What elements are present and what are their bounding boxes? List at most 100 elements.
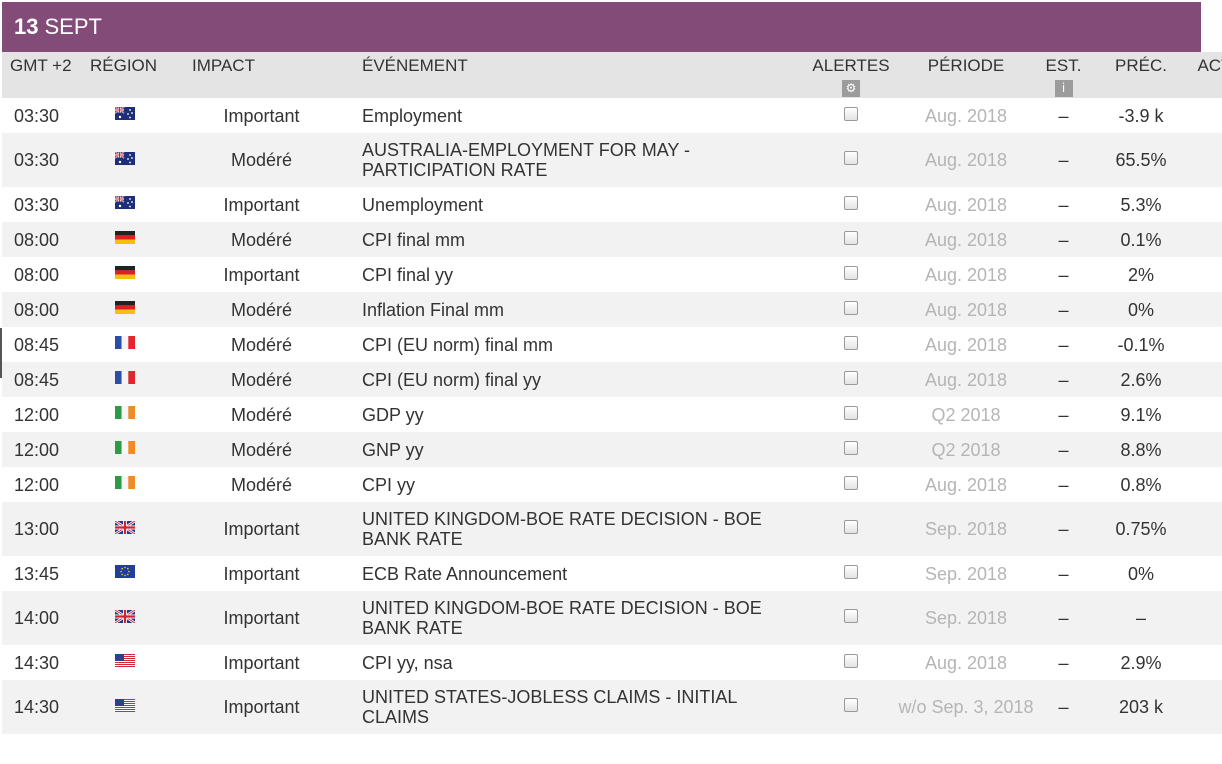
event-alert: [806, 222, 896, 257]
event-alert: [806, 397, 896, 432]
event-impact: Important: [223, 194, 300, 215]
event-time: 08:45: [2, 362, 82, 397]
alert-checkbox[interactable]: [844, 265, 858, 280]
event-period: Aug. 2018: [924, 105, 1008, 126]
germany-flag-icon: [114, 266, 135, 280]
event-time: 13:45: [14, 563, 60, 584]
event-period: Aug. 2018: [924, 334, 1008, 355]
event-actual: –: [1191, 502, 1222, 556]
alert-checkbox[interactable]: [844, 106, 858, 121]
header-time: GMT +2: [2, 52, 82, 98]
event-region: [82, 467, 167, 502]
alert-checkbox[interactable]: [844, 475, 858, 490]
alert-checkbox[interactable]: [844, 300, 858, 315]
event-impact: Modéré: [230, 474, 293, 495]
alert-checkbox[interactable]: [844, 520, 858, 535]
event-estimate: –: [1036, 680, 1091, 734]
event-actual: –: [1191, 467, 1222, 502]
event-alert: [806, 502, 896, 556]
event-name: CPI final mm: [356, 222, 806, 257]
event-region: [82, 502, 167, 556]
event-time: 12:00: [2, 432, 82, 467]
event-name: Inflation Final mm: [356, 292, 806, 327]
alert-checkbox[interactable]: [844, 195, 858, 210]
event-time: 03:30: [2, 133, 82, 187]
event-estimate: –: [1036, 222, 1091, 257]
uk-flag-icon: [114, 520, 135, 534]
event-time: 03:30: [14, 194, 60, 215]
uk-flag-icon: [114, 609, 135, 623]
alert-checkbox[interactable]: [844, 370, 858, 385]
header-impact: IMPACT: [167, 52, 356, 98]
event-actual: –: [1191, 292, 1222, 327]
event-time: 14:30: [2, 680, 82, 734]
event-previous: 0%: [1127, 563, 1154, 584]
ireland-flag-icon: [114, 441, 135, 455]
event-actual: –: [1191, 327, 1222, 362]
usa-flag-icon: [114, 698, 135, 712]
table-row: 03:30 Important Employment Aug. 2018 – -3.9 k…: [2, 98, 1222, 133]
event-actual: –: [1191, 98, 1222, 133]
event-impact: Important: [167, 502, 356, 556]
event-impact: Modéré: [167, 362, 356, 397]
event-alert: [806, 362, 896, 397]
alert-checkbox[interactable]: [844, 564, 858, 579]
event-estimate: –: [1036, 292, 1091, 327]
event-impact: Modéré: [167, 222, 356, 257]
event-actual: –: [1191, 397, 1222, 432]
event-alert: [806, 556, 896, 591]
event-previous: -3.9 k: [1118, 105, 1164, 126]
alert-checkbox[interactable]: [844, 698, 858, 713]
event-actual: –: [1191, 680, 1222, 734]
event-region: [82, 432, 167, 467]
event-estimate: –: [1058, 404, 1069, 425]
alert-checkbox[interactable]: [844, 335, 858, 350]
event-region: [82, 397, 167, 432]
event-region: [82, 257, 167, 292]
event-region: [82, 680, 167, 734]
event-period: Q2 2018: [931, 404, 1001, 425]
event-estimate: –: [1036, 362, 1091, 397]
alert-checkbox[interactable]: [844, 405, 858, 420]
event-name: AUSTRALIA-EMPLOYMENT FOR MAY - PARTICIPA…: [356, 133, 806, 187]
event-estimate: –: [1058, 563, 1069, 584]
alert-checkbox[interactable]: [844, 440, 858, 455]
event-estimate: –: [1036, 591, 1091, 645]
australia-flag-icon: [114, 107, 135, 121]
event-period: Sep. 2018: [924, 563, 1008, 584]
event-region: [82, 292, 167, 327]
date-month: SEPT: [44, 14, 102, 39]
info-icon[interactable]: i: [1054, 80, 1073, 97]
event-time: 14:30: [14, 652, 60, 673]
event-estimate: –: [1058, 105, 1069, 126]
event-estimate: –: [1058, 194, 1069, 215]
event-previous: 2%: [1127, 264, 1154, 285]
event-region: [82, 98, 167, 133]
header-alerts: ALERTES ⚙: [806, 52, 896, 98]
event-alert: [806, 327, 896, 362]
alert-checkbox[interactable]: [844, 151, 858, 166]
event-previous: –: [1091, 591, 1191, 645]
events-table: GMT +2 RÉGION IMPACT ÉVÉNEMENT ALERTES ⚙…: [2, 52, 1222, 734]
event-previous: 0.75%: [1091, 502, 1191, 556]
event-name: UNITED KINGDOM-BOE RATE DECISION - BOE B…: [356, 591, 806, 645]
event-time: 08:00: [2, 222, 82, 257]
event-period: Aug. 2018: [924, 264, 1008, 285]
alert-checkbox[interactable]: [844, 230, 858, 245]
table-row: 13:45 Important ECB Rate Announcement Sep. …: [2, 556, 1222, 591]
event-alert: [806, 257, 896, 292]
event-estimate: –: [1058, 474, 1069, 495]
header-event: ÉVÉNEMENT: [356, 52, 806, 98]
alert-checkbox[interactable]: [844, 653, 858, 668]
event-period: Aug. 2018: [924, 194, 1008, 215]
ireland-flag-icon: [114, 476, 135, 490]
alert-checkbox[interactable]: [844, 609, 858, 624]
event-previous: 65.5%: [1091, 133, 1191, 187]
gear-icon[interactable]: ⚙: [842, 80, 860, 97]
event-impact: Modéré: [230, 334, 293, 355]
event-time: 12:00: [14, 404, 60, 425]
table-row: 13:00 Important UNITED KINGDOM-BOE RATE DE…: [2, 502, 1222, 556]
event-previous: 0.1%: [1091, 222, 1191, 257]
event-estimate: –: [1058, 652, 1069, 673]
event-previous: -0.1%: [1117, 334, 1165, 355]
